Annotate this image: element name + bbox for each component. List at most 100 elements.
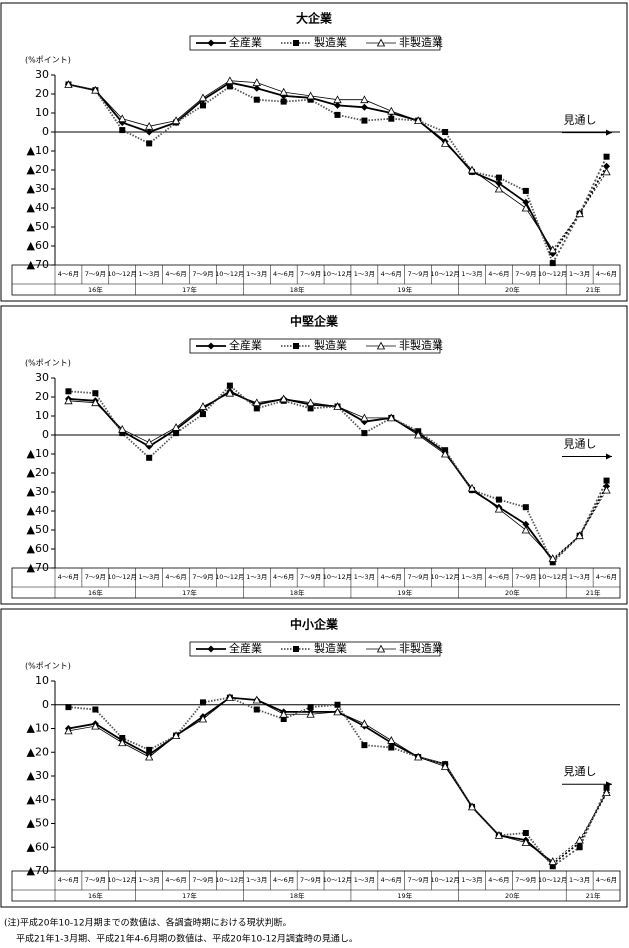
annotation: 見通し [564, 114, 597, 127]
marker [91, 85, 100, 94]
marker [144, 752, 154, 761]
y-tick-label: 0 [42, 125, 49, 138]
x-tick-label: 1～3月 [569, 876, 590, 884]
marker [334, 701, 341, 708]
x-tick-label: 1～3月 [461, 270, 482, 278]
x-tick-label: 7～9月 [515, 876, 536, 884]
marker [198, 93, 208, 102]
marker [576, 844, 583, 851]
forecast-line [552, 480, 608, 563]
series-line [68, 697, 553, 862]
marker [360, 719, 369, 728]
y-tick-label: ▲50 [27, 817, 49, 830]
forecast-line [552, 792, 607, 862]
forecast-line [552, 792, 608, 865]
marker [91, 721, 100, 730]
marker [494, 831, 504, 839]
y-tick-label: 10 [35, 409, 49, 422]
x-tick-label: 4～6月 [58, 270, 79, 278]
x-tick-label: 4～6月 [273, 876, 294, 884]
marker [118, 424, 127, 433]
marker [360, 413, 369, 422]
y-tick-label: ▲20 [27, 466, 49, 479]
marker [361, 430, 368, 437]
x-tick-label: 7～9月 [192, 573, 213, 581]
marker [440, 139, 450, 147]
marker [253, 96, 260, 103]
year-label: 18年 [290, 588, 305, 597]
year-label: 19年 [397, 588, 412, 597]
x-tick-label: 10～12月 [107, 573, 137, 581]
marker [334, 101, 341, 109]
legend-box [189, 35, 441, 51]
x-tick-label: 4～6月 [488, 876, 509, 884]
y-tick-label: 20 [35, 390, 49, 403]
marker [575, 209, 584, 218]
marker [225, 693, 235, 702]
y-tick-label: ▲70 [27, 864, 49, 877]
x-tick-label: 1～3月 [461, 876, 482, 884]
marker [575, 531, 584, 540]
marker [387, 106, 396, 115]
y-axis-label: (%ポイント) [25, 359, 71, 368]
x-tick-label: 1～3月 [246, 573, 267, 581]
x-tick-label: 4～6月 [488, 270, 509, 278]
x-tick-label: 7～9月 [408, 876, 429, 884]
x-tick-label: 7～9月 [85, 573, 106, 581]
y-tick-label: 20 [35, 87, 49, 100]
marker [280, 98, 287, 105]
marker [522, 830, 529, 836]
y-tick-label: 30 [35, 371, 49, 384]
marker [467, 165, 477, 174]
marker [494, 184, 504, 193]
marker [521, 203, 531, 212]
y-tick-label: ▲30 [27, 182, 49, 195]
x-tick-label: 10～12月 [107, 270, 137, 278]
marker [549, 260, 556, 267]
y-tick-label: 10 [35, 106, 49, 119]
y-tick-label: 10 [35, 674, 49, 687]
y-tick-label: ▲10 [27, 144, 49, 157]
x-tick-label: 7～9月 [300, 270, 321, 278]
marker [307, 96, 314, 103]
marker [207, 39, 215, 47]
chart-title: 中堅企業 [290, 314, 339, 329]
marker [495, 174, 502, 181]
panel-border [0, 2, 628, 302]
x-tick-label: 1～3月 [354, 876, 375, 884]
note: 平成21年1-3月期、平成21年4-6月期の数値は、平成20年10-12月調査時… [16, 933, 358, 945]
year-label: 17年 [182, 588, 197, 597]
x-tick-label: 1～3月 [461, 573, 482, 581]
x-tick-label: 10～12月 [215, 876, 245, 884]
marker [226, 83, 233, 90]
marker [252, 398, 261, 407]
marker [548, 245, 557, 254]
marker [91, 398, 100, 407]
marker [280, 716, 287, 722]
marker [144, 438, 154, 446]
marker [118, 738, 127, 747]
x-tick-label: 7～9月 [300, 876, 321, 884]
annotation-arrowhead [606, 129, 612, 136]
marker [199, 102, 206, 109]
legend-box [189, 641, 441, 657]
note: (注)平成20年10-12月期までの数値は、各調査時期における現状判断。 [4, 917, 292, 929]
legend-label: 製造業 [314, 338, 347, 352]
y-tick-label: ▲20 [27, 745, 49, 758]
marker [306, 398, 315, 407]
marker [207, 645, 215, 653]
series-line [68, 696, 554, 865]
marker [333, 707, 342, 716]
marker [119, 735, 126, 741]
x-tick-label: 1～3月 [354, 573, 375, 581]
marker [602, 788, 611, 797]
x-tick-label: 4～6月 [596, 270, 617, 278]
marker [65, 388, 72, 395]
x-tick-label: 10～12月 [538, 573, 568, 581]
legend-label: 製造業 [314, 641, 347, 655]
marker [575, 835, 584, 844]
annotation-arrowhead [606, 453, 612, 460]
x-tick-label: 10～12月 [323, 876, 353, 884]
year-label: 21年 [586, 588, 601, 597]
